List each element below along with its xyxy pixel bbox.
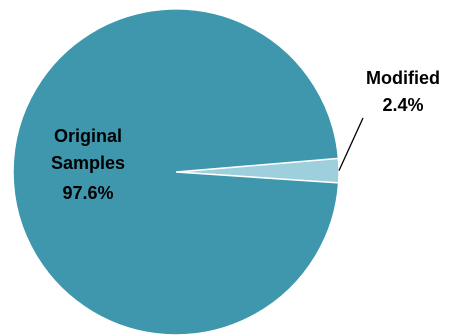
original-samples-label-line1: Original <box>54 126 122 146</box>
modified-percent: 2.4% <box>382 95 423 115</box>
pie-slices <box>12 8 340 335</box>
modified-label-text: Modified <box>366 68 440 88</box>
modified-label: Modified 2.4% <box>366 68 440 115</box>
original-samples-label-line2: Samples <box>51 153 125 173</box>
original-samples-label: Original Samples 97.6% <box>51 126 125 203</box>
pie-slice-original-samples <box>12 8 340 335</box>
modified-leader-line <box>338 117 364 171</box>
original-samples-percent: 97.6% <box>62 183 113 203</box>
